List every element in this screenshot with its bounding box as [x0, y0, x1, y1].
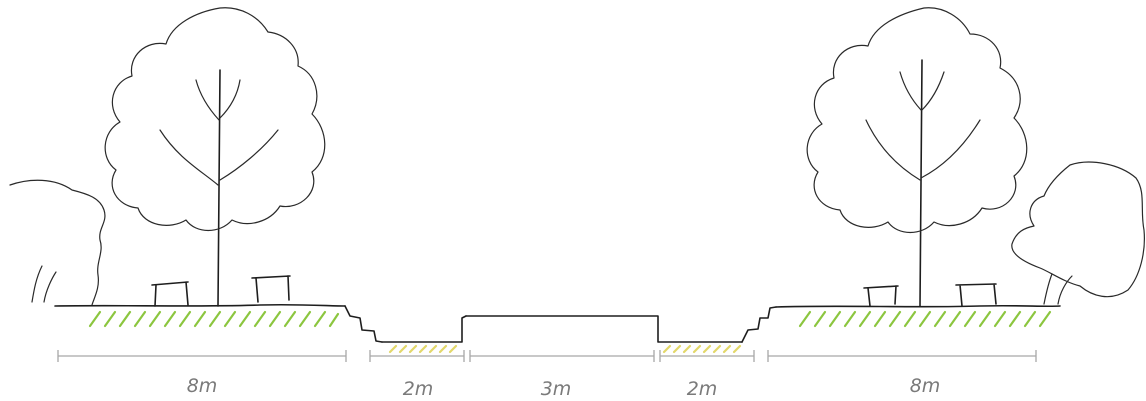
dimension-right-path: 2m — [659, 350, 755, 400]
right-bench-1 — [863, 285, 899, 307]
left-bench-1 — [151, 281, 189, 307]
dimension-right-grass: 8m — [767, 350, 1037, 397]
left-bench-2 — [251, 275, 291, 303]
left-bush — [9, 179, 106, 306]
dimension-label-left-path: 2m — [403, 378, 434, 400]
dimension-label-left-grass: 8m — [187, 375, 218, 397]
right-ground — [741, 304, 1061, 343]
right-bush — [1011, 161, 1145, 305]
dimension-left-path: 2m — [369, 350, 465, 400]
right-bench-2 — [955, 283, 997, 307]
left-grass-hatching — [88, 310, 340, 328]
right-tree — [806, 7, 1028, 307]
dimension-left-grass: 8m — [57, 350, 347, 397]
right-path-hatching — [662, 344, 742, 354]
left-path-hatching — [388, 344, 458, 354]
dimension-label-road: 3m — [541, 378, 572, 400]
left-tree — [104, 7, 326, 307]
dimension-road: 3m — [469, 350, 655, 400]
dimension-label-right-path: 2m — [687, 378, 718, 400]
right-grass-hatching — [798, 310, 1052, 328]
center-road — [465, 315, 743, 343]
dimension-label-right-grass: 8m — [910, 375, 941, 397]
left-ground — [54, 303, 467, 343]
